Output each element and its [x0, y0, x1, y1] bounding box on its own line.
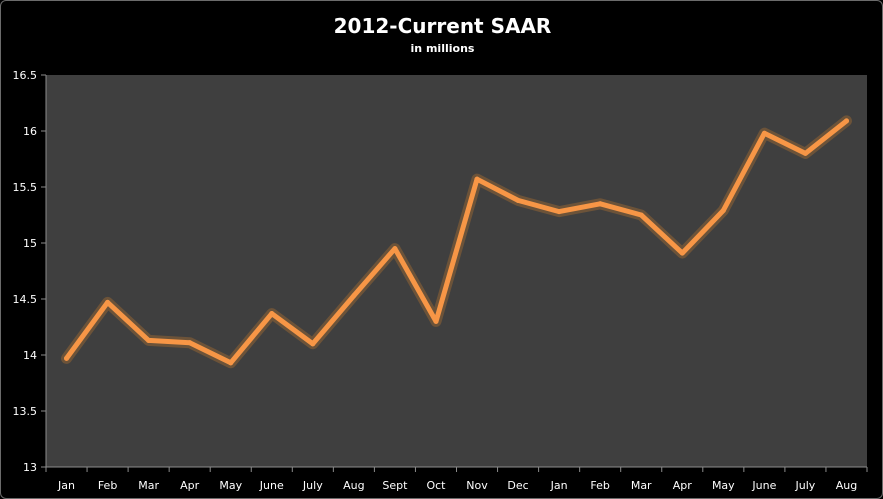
data-point: [474, 176, 480, 182]
x-tick-label: Oct: [426, 479, 446, 492]
x-tick-label: Feb: [98, 479, 117, 492]
data-point: [269, 311, 275, 317]
x-tick-label: Mar: [138, 479, 159, 492]
data-point: [597, 201, 603, 207]
x-tick-label: Jan: [550, 479, 568, 492]
data-point: [638, 212, 644, 218]
data-point: [105, 299, 111, 305]
y-tick-label: 16: [23, 125, 37, 138]
chart-subtitle: in millions: [410, 42, 475, 55]
data-point: [433, 318, 439, 324]
data-point: [720, 208, 726, 214]
x-tick-label: June: [751, 479, 776, 492]
data-point: [187, 340, 193, 346]
y-tick-label: 16.5: [13, 69, 38, 82]
y-tick-label: 13: [23, 461, 37, 474]
x-tick-label: June: [259, 479, 284, 492]
x-tick-label: July: [795, 479, 816, 492]
x-tick-label: Jan: [57, 479, 75, 492]
x-tick-label: Apr: [180, 479, 200, 492]
y-tick-label: 15.5: [13, 181, 38, 194]
data-point: [351, 293, 357, 299]
x-tick-label: Feb: [590, 479, 609, 492]
x-axis: Jan Feb Mar Apr May June July Aug Sept Oct Nov Dec J…: [45, 466, 868, 492]
x-tick-label: July: [302, 479, 323, 492]
y-tick-label: 15: [23, 237, 37, 250]
x-tick-label: May: [712, 479, 735, 492]
data-point: [310, 341, 316, 347]
data-point: [146, 337, 152, 343]
x-tick-label: Aug: [836, 479, 857, 492]
data-point: [515, 197, 521, 203]
x-tick-label: Sept: [382, 479, 408, 492]
data-point: [843, 118, 849, 124]
data-point: [556, 209, 562, 215]
series-group: [61, 115, 852, 369]
y-tick-label: 14: [23, 349, 37, 362]
y-axis: 13 13.5 14 14.5 15 15.5 16 16.5: [13, 69, 47, 474]
data-point: [228, 360, 234, 366]
chart-title: 2012-Current SAAR: [333, 14, 552, 38]
data-point: [392, 246, 398, 252]
x-tick-label: Aug: [343, 479, 364, 492]
plot-area: [46, 75, 867, 467]
data-point: [761, 130, 767, 136]
x-tick-label: Mar: [631, 479, 652, 492]
x-tick-label: Dec: [507, 479, 528, 492]
x-tick-label: May: [219, 479, 242, 492]
y-tick-label: 14.5: [13, 293, 38, 306]
series-line: [64, 118, 849, 366]
x-tick-label: Apr: [673, 479, 693, 492]
data-point: [679, 250, 685, 256]
x-tick-label: Nov: [466, 479, 488, 492]
data-point: [802, 150, 808, 156]
y-tick-label: 13.5: [13, 405, 38, 418]
data-point: [64, 355, 70, 361]
